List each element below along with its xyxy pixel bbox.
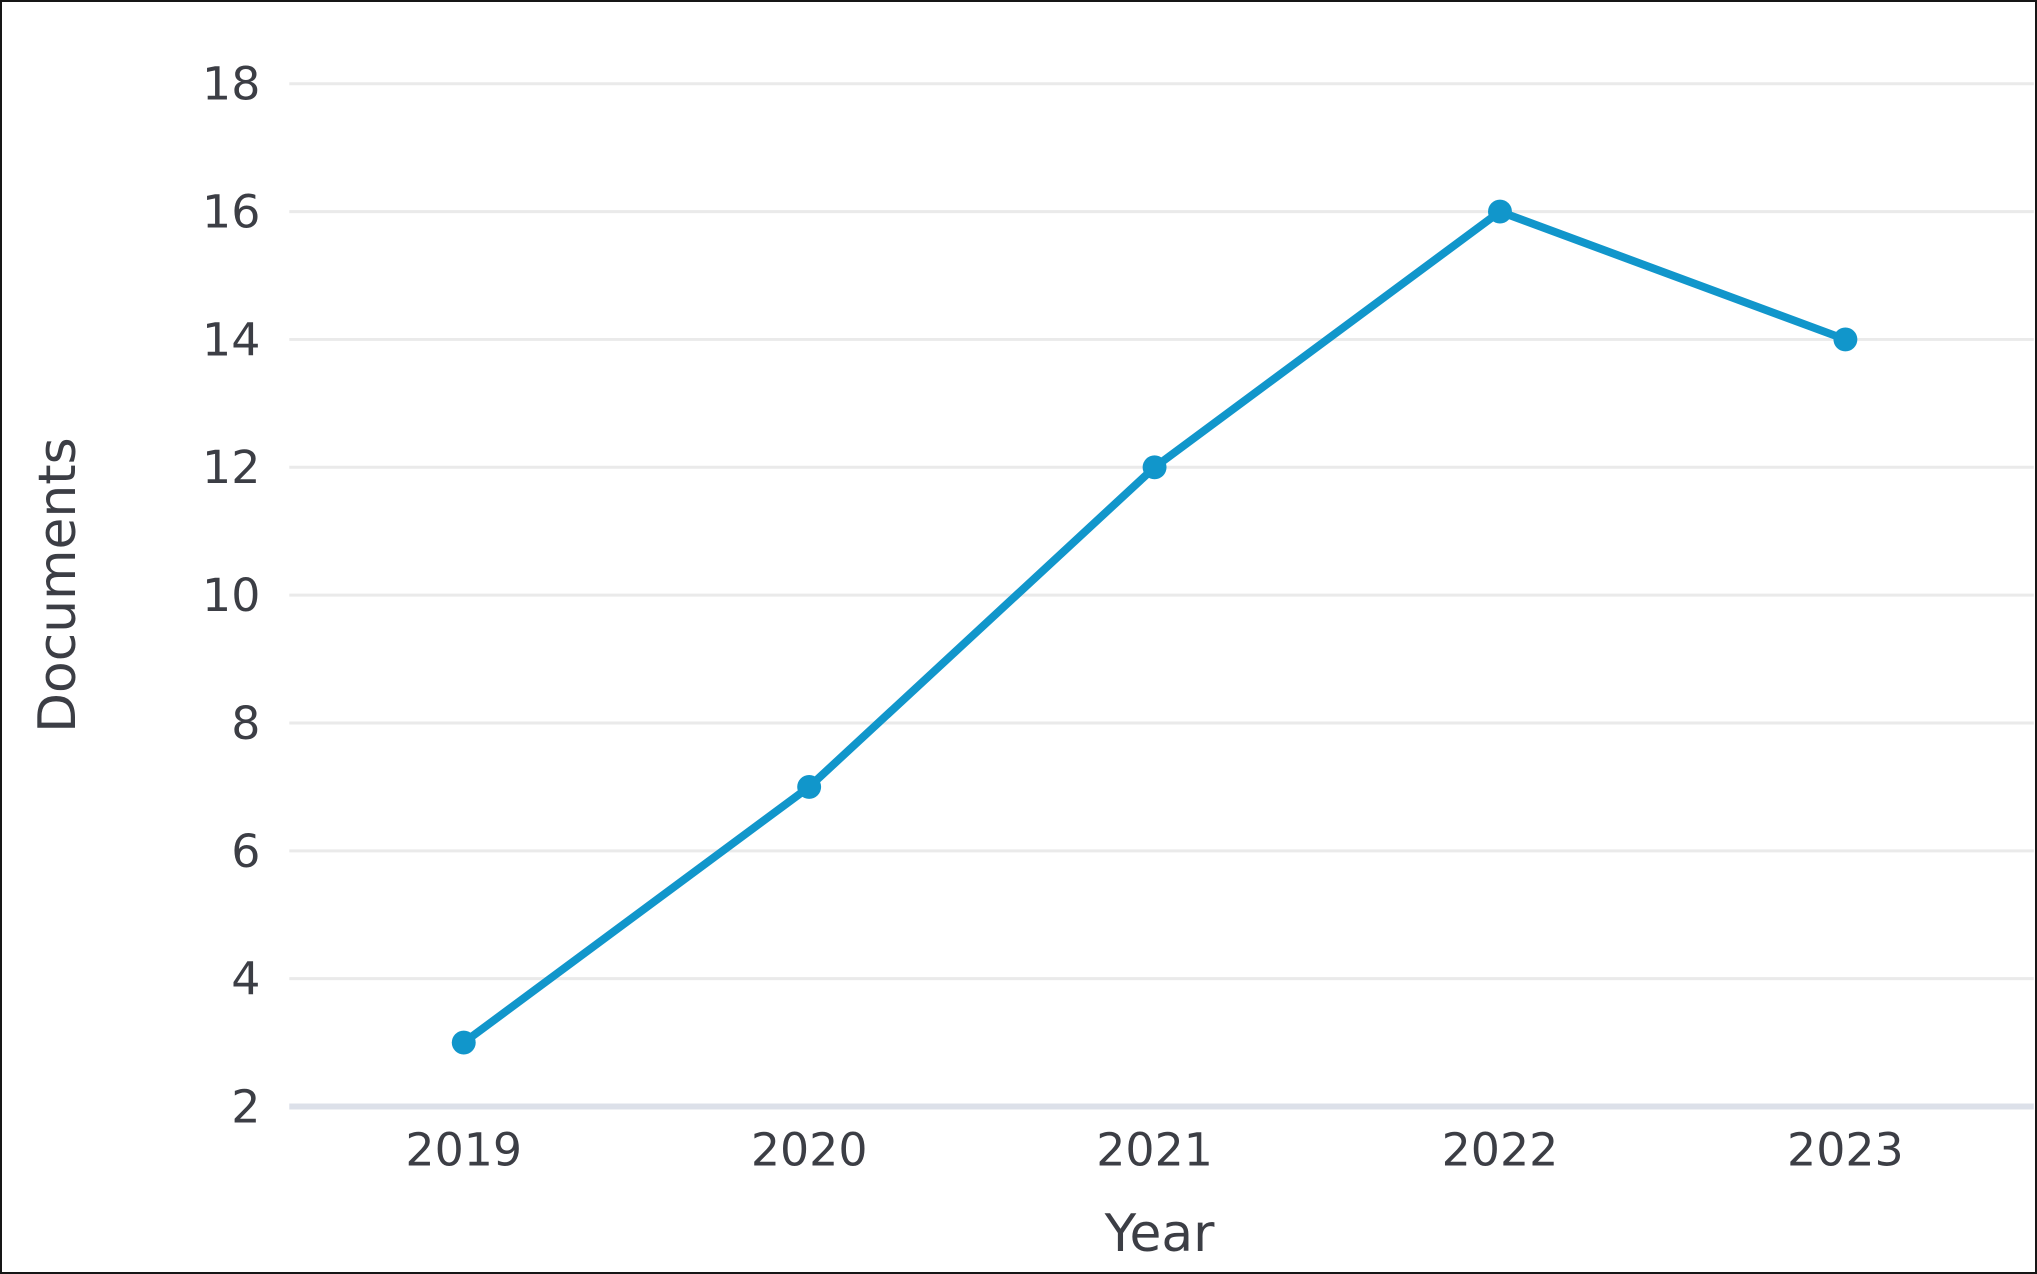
gridline-layer (289, 82, 2034, 1110)
data-point-2023 (1833, 327, 1858, 352)
y-tick-label: 2 (231, 1079, 260, 1133)
y-tick-label: 6 (231, 824, 260, 878)
data-point-2019 (451, 1030, 476, 1055)
y-tick-label: 4 (231, 952, 260, 1006)
x-tick-label: 2021 (1096, 1122, 1213, 1176)
tick-label-layer: 2 4 6 8 10 12 14 16 18 2019 2020 2021 2022 2023 (202, 57, 1904, 1177)
series-line (459, 207, 1850, 1047)
data-point-2022 (1488, 199, 1512, 224)
x-axis-title: Year (1104, 1204, 1215, 1264)
x-tick-label: 2022 (1442, 1122, 1559, 1176)
y-tick-label: 18 (202, 57, 260, 111)
data-point-2020 (797, 774, 822, 799)
series-layer (451, 199, 1858, 1055)
y-tick-label: 12 (202, 440, 260, 494)
y-tick-label: 14 (202, 312, 260, 366)
y-axis-title: Documents (28, 437, 88, 733)
y-tick-label: 10 (202, 568, 260, 622)
x-tick-label: 2019 (405, 1122, 522, 1176)
x-tick-label: 2020 (751, 1122, 868, 1176)
data-point-2021 (1142, 455, 1167, 480)
y-tick-label: 16 (202, 185, 260, 239)
x-tick-label: 2023 (1787, 1122, 1904, 1176)
y-tick-label: 8 (231, 696, 260, 750)
